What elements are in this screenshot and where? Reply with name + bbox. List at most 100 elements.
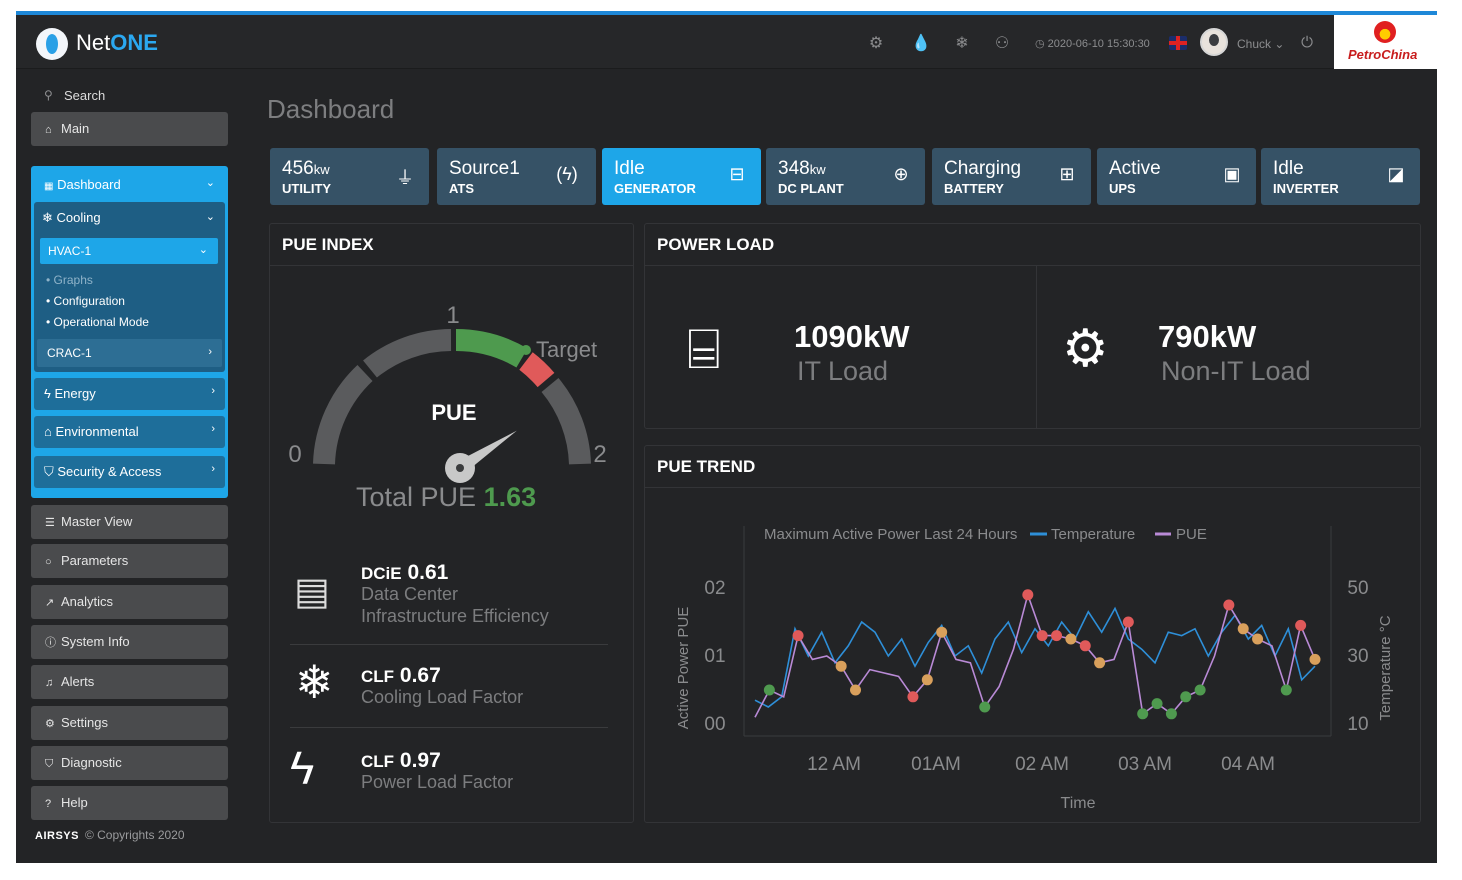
snowflake-icon: ❄ [42, 210, 53, 225]
chevron-down-icon: ⌄ [205, 177, 215, 189]
card-ups[interactable]: Active UPS ▣ [1097, 148, 1256, 205]
pue-data-point [1051, 630, 1063, 642]
sidebar-item-master-view[interactable]: ☰ Master View [31, 505, 228, 539]
gauge-needle [445, 430, 517, 483]
gauge-arc-mid [363, 329, 452, 378]
sidebar-item-alerts[interactable]: ♫ Alerts [31, 665, 228, 699]
sidebar-item-hvac-1[interactable]: HVAC-1 ⌄ [40, 238, 218, 264]
ups-icon: ▣ [1223, 164, 1241, 184]
pue-data-point [1065, 633, 1077, 645]
card-ats[interactable]: Source1 ATS (ϟ) [437, 148, 596, 205]
pue-data-point [850, 684, 862, 696]
gauge-tick-max: 2 [593, 441, 606, 468]
pue-index-panel: PUE INDEX 1 0 2 Target PUE Total PUE 1.6… [269, 223, 634, 823]
ats-icon: (ϟ) [556, 164, 578, 184]
avatar[interactable] [1200, 28, 1228, 56]
house-icon: ⌂ [44, 424, 52, 439]
card-generator[interactable]: Idle GENERATOR ⊟ [602, 148, 761, 205]
power-bolt-icon: ϟ [290, 742, 315, 794]
chevron-right-icon: › [211, 385, 215, 397]
list-icon: ☰ [45, 517, 55, 529]
circle-icon: ○ [45, 556, 52, 568]
pue-data-point [1122, 616, 1134, 628]
gauge-arc-high [541, 377, 591, 465]
sidebar-item-system-info[interactable]: ⓘ System Info [31, 625, 228, 659]
pue-gauge: 1 0 2 Target PUE [288, 302, 607, 483]
server-chart-icon: ▤ [294, 571, 330, 613]
water-drops-icon[interactable]: 💧 [911, 35, 931, 52]
x-tick-label: 02 AM [1015, 754, 1069, 775]
sidebar: ⚲ Search ⌂ Main ▦ Dashboard ⌄ ❄ Cooling ⌄ H… [16, 70, 242, 863]
total-pue: Total PUE 1.63 [356, 482, 537, 512]
dc-plant-icon: ⊕ [893, 164, 909, 184]
bell-icon: ♫ [45, 677, 54, 689]
gear-bulb-icon: ⚙ [1062, 320, 1109, 378]
gauge-target-label: Target [536, 337, 597, 362]
card-battery[interactable]: Charging BATTERY ⊞ [932, 148, 1091, 205]
sidebar-item-environmental[interactable]: ⌂ Environmental › [34, 416, 225, 448]
uk-flag-icon[interactable] [1169, 36, 1187, 50]
sidebar-item-diagnostic[interactable]: ⛉ Diagnostic [31, 746, 228, 780]
chevron-right-icon: › [211, 423, 215, 435]
sidebar-item-security-access[interactable]: ⛉ Security & Access › [34, 456, 225, 488]
power-icon[interactable]: ⏻ [1301, 34, 1313, 51]
pue-data-point [979, 701, 991, 713]
pue-data-point [1022, 589, 1034, 601]
users-icon[interactable]: ⚇ [994, 35, 1010, 52]
shield-icon: ⛉ [45, 758, 54, 770]
inverter-icon: ◪ [1387, 164, 1405, 184]
top-bar: NetONE ⚙ 💧 ❄ ⚇ ◷ 2020-06-10 15:30:30 Chu… [16, 15, 1437, 69]
y2-axis-ticks: 10 30 50 [1347, 578, 1368, 735]
series-pue-markers [763, 589, 1321, 720]
search-input[interactable]: ⚲ Search [44, 88, 106, 103]
card-dc-plant[interactable]: 348kw DC PLANT ⊕ [766, 148, 925, 205]
sidebar-item-settings[interactable]: ⚙ Settings [31, 706, 228, 740]
chevron-down-icon: ⌄ [1274, 37, 1285, 51]
sidebar-item-parameters[interactable]: ○ Parameters [31, 544, 228, 578]
card-utility[interactable]: 456kw UTILITY ⏚ [270, 148, 429, 205]
y-tick-label: 02 [704, 578, 725, 599]
x-axis-label: Time [1061, 795, 1096, 812]
gear-icon[interactable]: ⚙ [868, 35, 884, 52]
card-inverter[interactable]: Idle INVERTER ◪ [1261, 148, 1420, 205]
gear-icon: ⚙ [45, 718, 55, 730]
sidebar-item-cooling[interactable]: ❄ Cooling [42, 210, 101, 225]
petrochina-logo-icon [1374, 21, 1396, 43]
target-dot [521, 345, 531, 355]
pue-data-point [1237, 623, 1249, 635]
sidebar-item-crac-1[interactable]: CRAC-1 › [37, 339, 222, 367]
needle-center [456, 464, 464, 472]
sidebar-item-main[interactable]: ⌂ Main [31, 112, 228, 146]
sidebar-item-operational-mode[interactable]: • Operational Mode [46, 315, 149, 329]
chevron-down-icon: ⌄ [205, 211, 215, 223]
pue-data-point [1094, 657, 1106, 669]
user-menu[interactable]: Chuck ⌄ [1237, 37, 1285, 51]
legend-temperature: Temperature [1051, 526, 1135, 543]
sidebar-item-dashboard[interactable]: ▦ Dashboard ⌄ [34, 169, 225, 201]
shield-icon: ⛉ [44, 464, 54, 479]
sidebar-item-energy[interactable]: ϟ Energy › [34, 378, 225, 410]
sidebar-item-graphs[interactable]: • Graphs [46, 273, 93, 287]
gauge-arc-low [313, 364, 373, 465]
brand-name: NetONE [76, 30, 158, 55]
snowflake-icon[interactable]: ❄ [955, 35, 969, 52]
legend-pue: PUE [1176, 526, 1207, 543]
page-title: Dashboard [267, 94, 395, 124]
generator-icon: ⊟ [729, 164, 745, 184]
pue-data-point [1165, 708, 1177, 720]
series-temperature-line [754, 606, 1316, 708]
divider [290, 727, 608, 728]
pue-data-point [1194, 684, 1206, 696]
pue-data-point [763, 684, 775, 696]
pue-data-point [1079, 640, 1091, 652]
home-icon: ⌂ [45, 124, 52, 136]
circuit-chip-icon: ⌸ [687, 317, 721, 380]
y2-tick-label: 10 [1347, 714, 1368, 735]
sidebar-item-analytics[interactable]: ↗ Analytics [31, 585, 228, 619]
pue-data-point [921, 674, 933, 686]
sidebar-item-help[interactable]: ? Help [31, 786, 228, 820]
sidebar-item-configuration[interactable]: • Configuration [46, 294, 125, 308]
y2-tick-label: 30 [1347, 646, 1368, 667]
datetime: ◷ 2020-06-10 15:30:30 [1035, 38, 1150, 50]
cooling-section: ❄ Cooling ⌄ HVAC-1 ⌄ • Graphs • Configura… [34, 202, 225, 372]
